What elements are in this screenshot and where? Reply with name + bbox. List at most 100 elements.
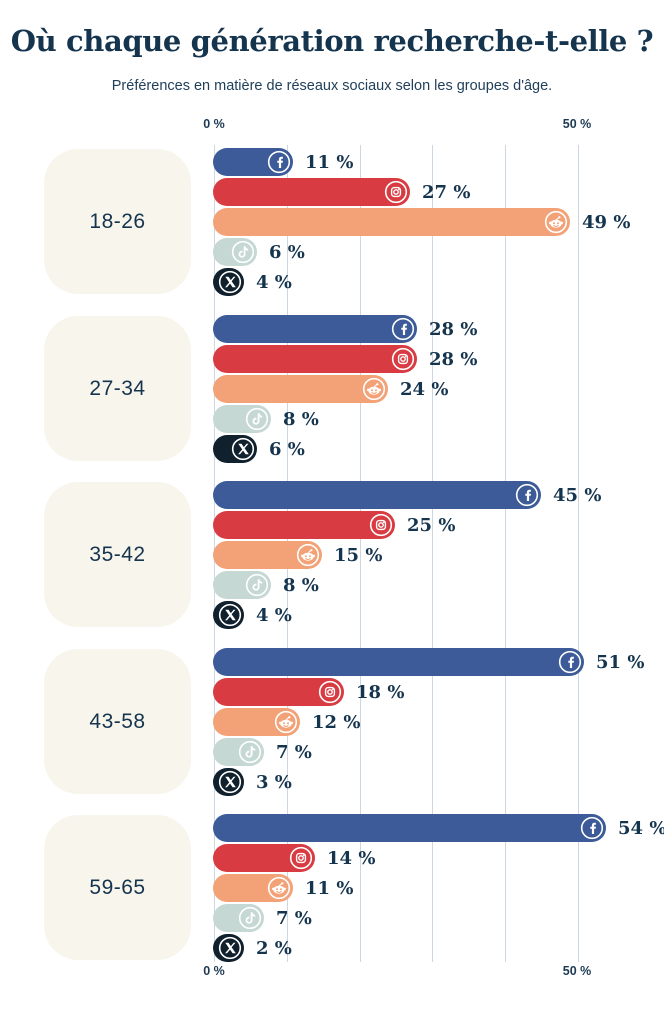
bar-tiktok — [213, 571, 271, 599]
age-group-card: 35-42 — [44, 482, 191, 627]
bar-value-label: 15 % — [334, 544, 383, 566]
tiktok-icon — [245, 407, 269, 431]
instagram-icon — [384, 180, 408, 204]
bar-row: 4 % — [213, 601, 292, 629]
facebook-icon — [515, 483, 539, 507]
x-icon — [231, 437, 255, 461]
reddit-icon — [296, 543, 320, 567]
bar-value-label: 6 % — [269, 438, 305, 460]
bar-row: 28 % — [213, 345, 477, 373]
bar-value-label: 11 % — [305, 151, 354, 173]
bar-tiktok — [213, 738, 264, 766]
bar-row: 6 % — [213, 238, 305, 266]
bar-row: 15 % — [213, 541, 382, 569]
bar-row: 24 % — [213, 375, 448, 403]
bar-facebook — [213, 648, 584, 676]
bar-row: 49 % — [213, 208, 630, 236]
bar-value-label: 4 % — [256, 604, 292, 626]
age-group-label: 18-26 — [89, 209, 146, 233]
bar-value-label: 14 % — [327, 847, 376, 869]
gridline — [432, 145, 433, 962]
axis-tick-bottom-left: 0 % — [203, 964, 225, 978]
bar-value-label: 3 % — [256, 771, 292, 793]
bar-value-label: 7 % — [276, 907, 312, 929]
bar-x — [213, 601, 244, 629]
axis-tick-bottom-right: 50 % — [562, 964, 592, 978]
bar-row: 8 % — [213, 571, 319, 599]
instagram-icon — [369, 513, 393, 537]
instagram-icon — [391, 347, 415, 371]
bar-row: 28 % — [213, 315, 477, 343]
bar-x — [213, 435, 257, 463]
bar-row: 8 % — [213, 405, 319, 433]
bar-value-label: 7 % — [276, 741, 312, 763]
age-group-label: 43-58 — [89, 709, 146, 733]
bar-reddit — [213, 208, 570, 236]
age-group-card: 27-34 — [44, 316, 191, 461]
facebook-icon — [267, 150, 291, 174]
bar-instagram — [213, 178, 410, 206]
bar-x — [213, 934, 244, 962]
tiktok-icon — [238, 740, 262, 764]
bar-row: 11 % — [213, 874, 353, 902]
bar-x — [213, 268, 244, 296]
x-icon — [218, 603, 242, 627]
tiktok-icon — [245, 573, 269, 597]
facebook-icon — [558, 650, 582, 674]
bar-row: 6 % — [213, 435, 305, 463]
bar-value-label: 45 % — [553, 484, 602, 506]
bar-reddit — [213, 375, 388, 403]
bar-value-label: 4 % — [256, 271, 292, 293]
bar-row: 14 % — [213, 844, 375, 872]
bar-row: 45 % — [213, 481, 601, 509]
age-group-card: 43-58 — [44, 649, 191, 794]
age-group-label: 35-42 — [89, 542, 146, 566]
instagram-icon — [318, 680, 342, 704]
bar-tiktok — [213, 904, 264, 932]
page-title: Où chaque génération recherche-t-elle ? — [10, 24, 654, 58]
x-icon — [218, 770, 242, 794]
bar-value-label: 6 % — [269, 241, 305, 263]
age-group-label: 27-34 — [89, 376, 146, 400]
bar-facebook — [213, 481, 541, 509]
bar-reddit — [213, 708, 300, 736]
bar-row: 54 % — [213, 814, 664, 842]
bar-row: 7 % — [213, 904, 312, 932]
bar-value-label: 8 % — [283, 408, 319, 430]
bar-row: 7 % — [213, 738, 312, 766]
reddit-icon — [362, 377, 386, 401]
reddit-icon — [544, 210, 568, 234]
bar-facebook — [213, 814, 606, 842]
reddit-icon — [274, 710, 298, 734]
bar-value-label: 12 % — [312, 711, 361, 733]
bar-value-label: 2 % — [256, 937, 292, 959]
bar-row: 4 % — [213, 268, 292, 296]
bar-tiktok — [213, 238, 257, 266]
tiktok-icon — [238, 906, 262, 930]
bar-row: 51 % — [213, 648, 644, 676]
bar-value-label: 54 % — [618, 817, 664, 839]
bar-x — [213, 768, 244, 796]
reddit-icon — [267, 876, 291, 900]
bar-value-label: 8 % — [283, 574, 319, 596]
axis-tick-top-right: 50 % — [562, 117, 592, 131]
age-group-card: 59-65 — [44, 815, 191, 960]
facebook-icon — [391, 317, 415, 341]
bar-tiktok — [213, 405, 271, 433]
bar-value-label: 51 % — [596, 651, 645, 673]
bar-value-label: 25 % — [407, 514, 456, 536]
bar-instagram — [213, 844, 315, 872]
bar-facebook — [213, 148, 293, 176]
facebook-icon — [580, 816, 604, 840]
bar-row: 11 % — [213, 148, 353, 176]
bar-row: 25 % — [213, 511, 455, 539]
bar-instagram — [213, 511, 395, 539]
bar-facebook — [213, 315, 417, 343]
gridline — [578, 145, 579, 962]
x-icon — [218, 936, 242, 960]
bar-value-label: 11 % — [305, 877, 354, 899]
x-icon — [218, 270, 242, 294]
bar-value-label: 27 % — [422, 181, 471, 203]
bar-instagram — [213, 678, 344, 706]
